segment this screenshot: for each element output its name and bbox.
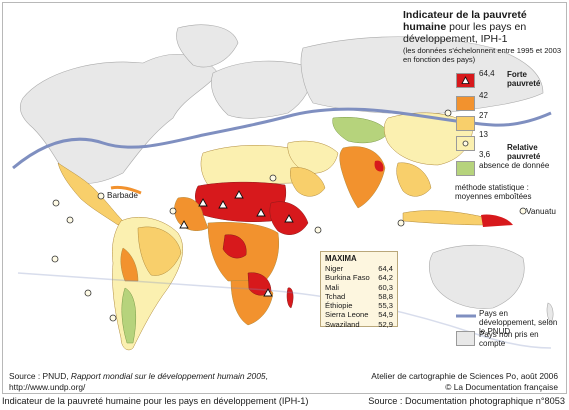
legend-line-label: Pays en développement, selon le PNUD [479,309,558,336]
source-url[interactable]: http://www.undp.org/ [9,382,86,392]
tick-27: 27 [479,111,488,120]
india [339,146,386,209]
island-markers [51,109,527,322]
indonesia [402,210,489,226]
swatch-class4 [456,136,475,151]
label-vanuatu: Vanuatu [526,207,556,216]
middle-east [287,140,339,174]
new-zealand [546,302,554,324]
tick-13: 13 [479,130,488,139]
europe [211,60,314,119]
australia [428,244,525,309]
congo-red [222,234,247,259]
map-frame: Barbade Vanuatu Indicateur de la pauvret… [2,2,567,394]
legend-no-data: absence de donnée [479,161,550,170]
development-line-south [17,272,552,349]
brazil [137,226,182,276]
north-america [20,53,219,184]
tick-64: 64,4 [479,69,495,78]
swatch-class2 [456,96,475,111]
legend-line-swatch [456,314,476,318]
caption-left: Indicateur de la pauvreté humaine pour l… [2,396,309,406]
bangladesh-red [374,160,384,172]
swatch-class1 [456,73,475,88]
greenland [176,24,239,68]
maxima-row: Tchad 58,8 [325,291,393,301]
maxima-row: Burkina Faso 64,2 [325,273,393,283]
atelier-credit: Atelier de cartographie de Sciences Po, … [371,371,558,392]
legend-method: méthode statistique : moyennes emboîtées [455,183,532,201]
legend-strong: Forte pauvreté [507,70,541,88]
maxima-triangles [179,190,294,297]
source-credit: Source : PNUD, Rapport mondial sur le dé… [9,371,268,392]
swatch-no-data [456,161,475,176]
southeast-asia [396,162,432,197]
maxima-row: Sierra Leone 54,9 [325,310,393,320]
maxima-title: MAXIMA [325,254,357,263]
legend-relative: Relative pauvreté [507,143,541,161]
development-line [12,107,552,170]
legend: Indicateur de la pauvreté humaine pour l… [403,9,563,64]
maxima-row: Niger 64,4 [325,264,393,273]
swatch-class3 [456,116,475,131]
legend-title: Indicateur de la pauvreté humaine pour l… [403,9,527,45]
argentina-chile [121,287,136,344]
label-barbade: Barbade [107,191,138,200]
maxima-row: Éthiopie 55,3 [325,301,393,311]
russia-asia-north [300,36,544,114]
maxima-row: Swaziland 52,9 [325,319,393,329]
madagascar [286,287,294,309]
southern-africa-red [247,272,272,296]
caption-right: Source : Documentation photographique n°… [368,396,565,406]
bolivia-peru [120,247,139,282]
central-asia [332,117,389,144]
papua [481,214,513,227]
legend-excluded: Pays non pris en compte [479,330,539,348]
arabia [290,167,326,197]
world-map [12,24,554,351]
swatch-excluded [456,331,475,346]
tick-42: 42 [479,91,488,100]
maxima-row: Mali 60,3 [325,282,393,292]
legend-note: (les données s'échelonnent entre 1995 et… [403,46,562,64]
maxima-box: MAXIMA Niger 64,4 Burkina Faso 64,2 Mali 60… [320,251,398,329]
caribbean [110,185,142,195]
tick-3: 3,6 [479,150,491,159]
